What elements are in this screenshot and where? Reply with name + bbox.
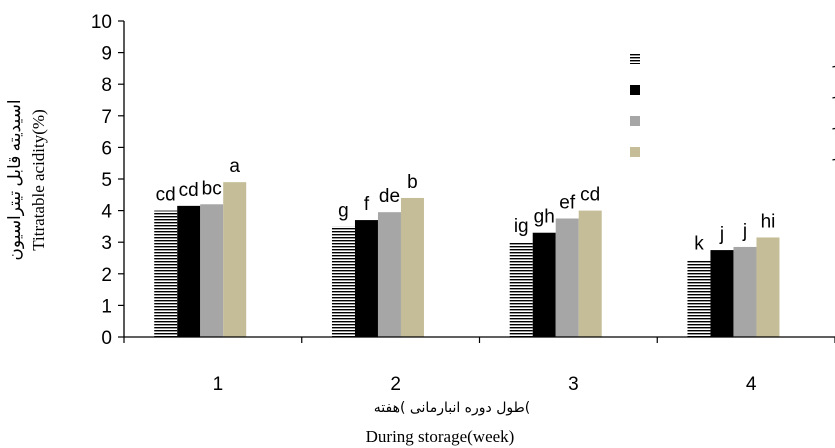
y-tick-label: 3 [101, 233, 112, 254]
y-tick-label: 8 [101, 75, 112, 96]
legend: اسید اگزالیک 0 میلی مولار اسید اگزالیک 4 … [630, 51, 835, 161]
data-label: k [694, 234, 704, 255]
bar [154, 210, 178, 337]
legend-entry: اسید اگزالیک 0 میلی مولار [832, 51, 835, 68]
y-tick-label: 4 [101, 202, 112, 223]
data-label: cd [156, 185, 176, 206]
bar [354, 220, 378, 337]
x-axis-title-persian: طول دوره انبارمانی )هفته( [374, 400, 530, 416]
bar [555, 218, 579, 337]
bar [687, 259, 711, 337]
x-axis-title-english: During storage(week) [366, 427, 515, 446]
data-label: a [229, 156, 240, 177]
bar [200, 204, 224, 337]
bar [710, 250, 734, 337]
y-tick-label: 2 [101, 265, 112, 286]
data-label: hi [761, 211, 776, 232]
legend-swatch [630, 54, 640, 64]
bar [756, 237, 780, 337]
bar [223, 182, 247, 337]
data-label: bc [202, 178, 222, 199]
legend-entry: اسید اگزالیک 8 میلی مولار [832, 144, 835, 161]
data-label: f [364, 194, 370, 215]
y-tick-label: 0 [101, 328, 112, 349]
bar [733, 246, 757, 337]
bar [578, 210, 602, 337]
data-label: gh [534, 207, 555, 228]
y-tick-label: 7 [101, 107, 112, 128]
legend-swatch [630, 85, 640, 95]
y-tick-label: 10 [91, 12, 112, 33]
bar [377, 212, 401, 337]
x-tick-label: 4 [746, 374, 757, 395]
bar [400, 197, 424, 337]
data-label: ig [514, 216, 529, 237]
data-label: g [338, 200, 349, 221]
y-tick-label: 1 [101, 296, 112, 317]
x-tick-label: 3 [568, 374, 579, 395]
legend-swatch [630, 147, 640, 157]
data-label: j [719, 224, 724, 245]
data-label: j [742, 221, 747, 242]
y-tick-label: 5 [101, 170, 112, 191]
x-tick-label: 1 [213, 374, 224, 395]
y-tick-label: 6 [101, 138, 112, 159]
bar [532, 232, 556, 337]
data-label: cd [580, 185, 600, 206]
data-label: b [407, 172, 418, 193]
bar [331, 226, 355, 337]
plot-area: cd g ig k cd f gh j bc de ef j a b cd hi [154, 156, 780, 337]
x-tick-label: 2 [390, 374, 401, 395]
y-tick-label: 9 [101, 44, 112, 65]
bar [177, 205, 201, 337]
data-label: cd [179, 180, 199, 201]
legend-entry: اسید اگزالیک 4 میلی مولار [832, 82, 835, 99]
bar [509, 242, 533, 337]
data-label: ef [559, 193, 576, 214]
y-axis-title-persian: اسیدیته قابل تیتراسیون [5, 99, 25, 260]
axes: 0 1 2 3 4 5 6 7 8 9 10 1 2 3 4 [91, 12, 835, 395]
y-axis-title-english: Titratable acidity(%) [29, 109, 48, 250]
legend-entry: اسید اگزالیک 6 میلی مولار [832, 113, 835, 130]
data-label: de [379, 186, 400, 207]
legend-swatch [630, 116, 640, 126]
